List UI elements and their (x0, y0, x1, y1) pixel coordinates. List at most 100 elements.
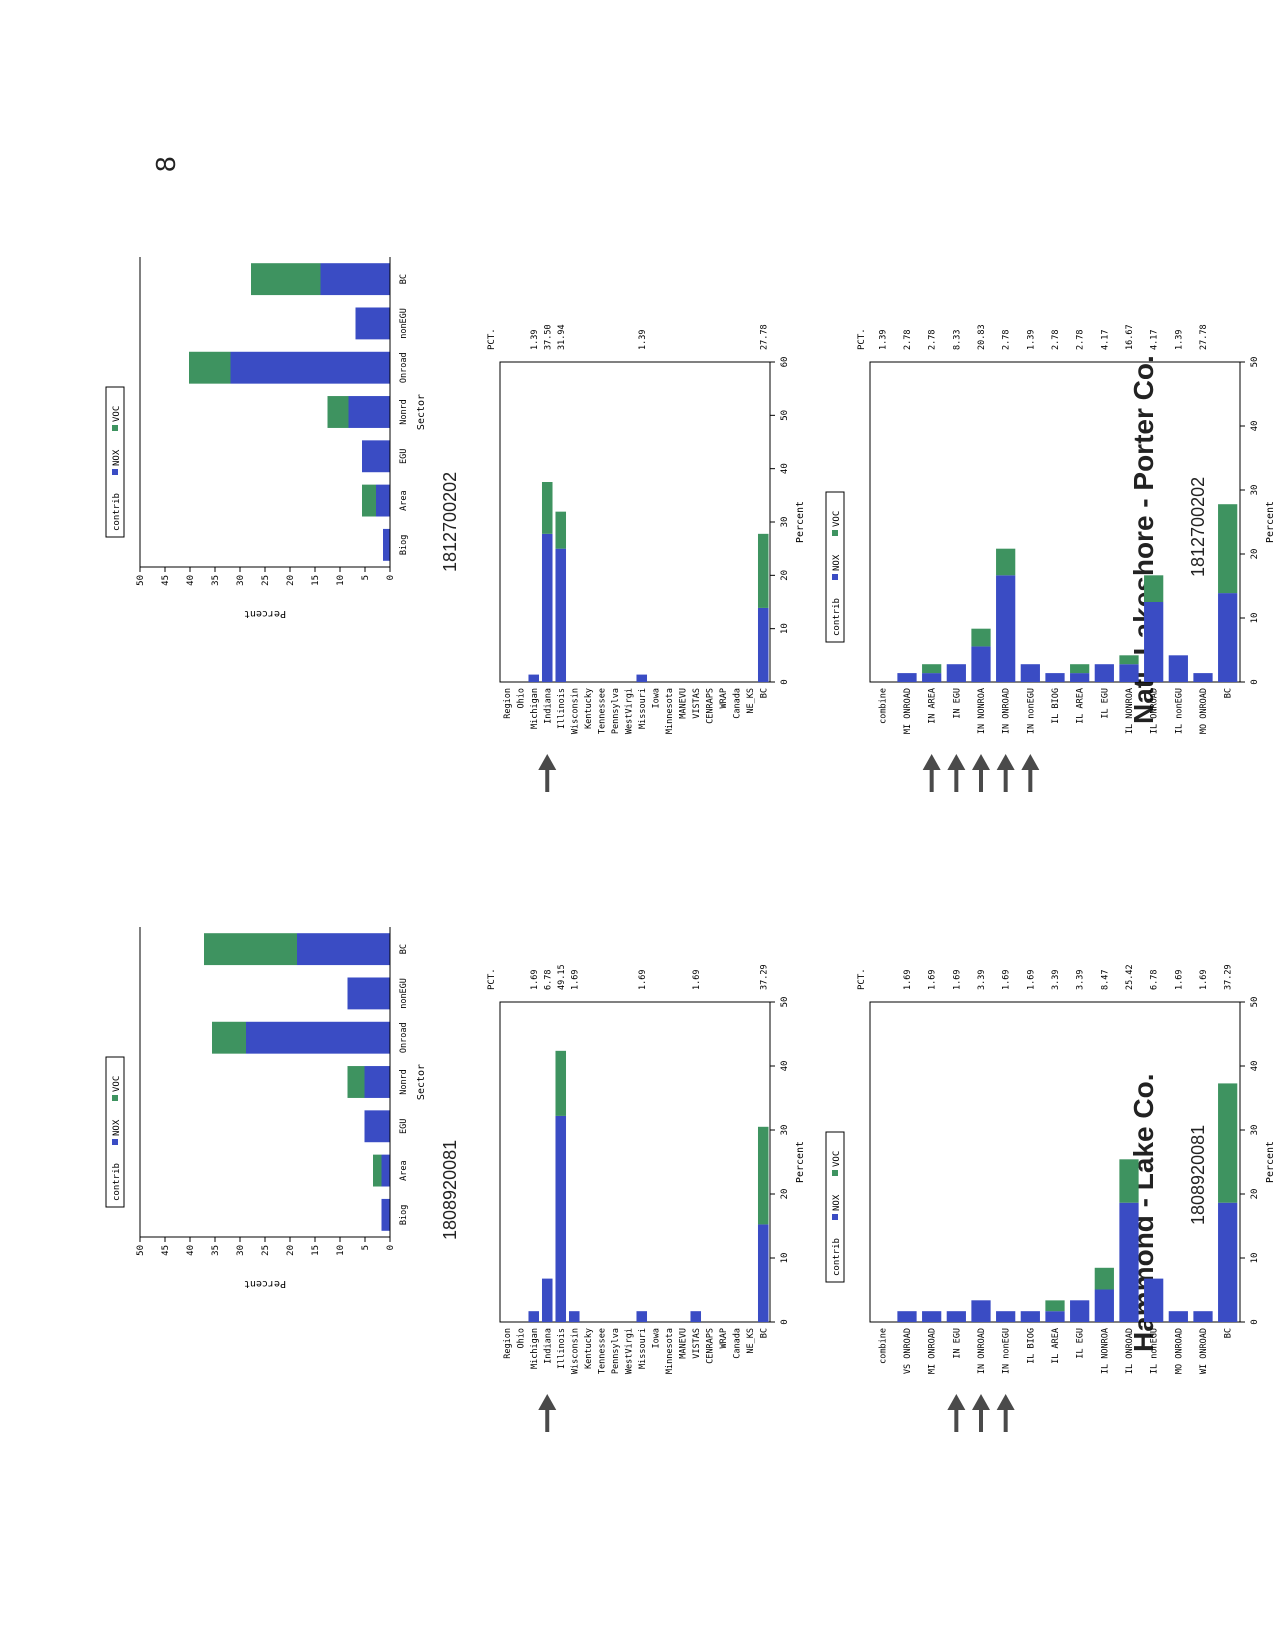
arrow-icon (972, 754, 990, 770)
bar-voc (1070, 664, 1090, 674)
category-label: WI ONROAD (1199, 1328, 1209, 1374)
bar-nox (347, 977, 390, 1010)
y-tick-label: 40 (186, 575, 196, 586)
bar-nox (541, 1278, 553, 1322)
legend-box (825, 1131, 845, 1283)
bar-nox (922, 1311, 942, 1322)
arrow-icon (947, 1394, 966, 1410)
category-label: BC (1224, 688, 1234, 698)
legend-swatch-voc (112, 425, 118, 431)
category-label: Pennsylva (611, 688, 621, 734)
category-label: IN nonEGU (1026, 688, 1036, 734)
category-label: IN NONROA (977, 688, 987, 734)
bar-nox (996, 1311, 1016, 1322)
category-label: MI ONROAD (903, 688, 913, 734)
x-axis-label: Percent (1265, 1141, 1276, 1183)
legend-swatch-voc (112, 1095, 118, 1101)
category-label: CENRAPS (705, 688, 715, 724)
bar-nox (355, 307, 390, 340)
chart-lakeshore-contrib: contrib NOX VOC 0 10 20 30 40 50 Percent PCT. combi… (825, 324, 1276, 792)
category-label: Ohio (516, 688, 526, 708)
y-tick-label: 25 (261, 575, 271, 586)
category-label: CENRAPS (705, 1328, 715, 1364)
category-label: IL nonEGU (1150, 1328, 1160, 1374)
chart-hammond-region: 0 10 20 30 40 50 Percent PCT. Region Ohio Michigan… (487, 964, 806, 1432)
x-tick-label: 40 (780, 1061, 790, 1072)
legend-title: contrib (112, 493, 122, 531)
x-tick-label: 0 (780, 1319, 790, 1324)
category-label: WestVirgi (624, 688, 634, 734)
bar-voc (971, 628, 991, 647)
arrow-icon (947, 754, 966, 770)
arrow-icon (1021, 754, 1040, 770)
category-label: NE_KS (746, 1328, 756, 1354)
category-label: Michigan (530, 1328, 540, 1369)
category-label: BC (759, 1328, 769, 1338)
y-tick-label: 40 (186, 1245, 196, 1256)
legend-swatch-nox (112, 1139, 118, 1145)
arrow-icon (922, 754, 941, 770)
y-tick-label: 15 (311, 575, 321, 586)
legend-label-voc: VOC (112, 1076, 122, 1092)
pct-header: PCT. (487, 968, 497, 990)
y-tick-label: 35 (211, 575, 221, 586)
bar-nox (568, 1311, 580, 1322)
category-label: Illinois (557, 1328, 567, 1369)
category-label: Canada (732, 688, 742, 719)
bar-voc (1218, 1083, 1238, 1203)
category-label: Canada (732, 1328, 742, 1359)
legend-box (105, 386, 125, 538)
category-label: Indiana (543, 688, 553, 724)
bar-nox (376, 484, 390, 517)
category-label: NE_KS (746, 688, 756, 714)
category-label: IN ONROAD (1002, 688, 1012, 734)
legend-swatch-nox (112, 469, 118, 475)
category-label: BC (1224, 1328, 1234, 1338)
legend-box (105, 1056, 125, 1208)
category-label: Biog (399, 535, 409, 555)
bar-nox (1193, 1311, 1213, 1322)
bar-nox (690, 1311, 702, 1322)
bar-voc (189, 351, 231, 384)
legend-swatch-voc (832, 530, 838, 536)
pct-label: 49.15 (557, 964, 567, 990)
x-tick-label: 40 (1250, 1061, 1260, 1072)
category-label: Region (503, 1328, 513, 1359)
x-tick-label: 50 (780, 997, 790, 1008)
plot-frame (499, 1001, 771, 1323)
y-tick-label: 45 (161, 575, 171, 586)
x-tick-label: 10 (780, 623, 790, 634)
category-label: IN nonEGU (1002, 1328, 1012, 1374)
bar-voc (362, 484, 376, 517)
category-label: IN EGU (952, 688, 962, 719)
y-axis-label: Percent (244, 1278, 286, 1289)
x-axis-label: Percent (1265, 501, 1276, 543)
bar-nox (541, 533, 553, 682)
bar-voc (555, 511, 567, 549)
pct-label: 1.39 (638, 330, 648, 350)
pct-label: 25.42 (1125, 964, 1135, 990)
legend-title: contrib (832, 1238, 842, 1276)
category-label: VISTAS (692, 1328, 702, 1359)
pct-label: 3.39 (1076, 970, 1086, 990)
pct-label: 4.17 (1150, 330, 1160, 350)
x-tick-label: 30 (1250, 1125, 1260, 1136)
category-label: Missouri (638, 1328, 648, 1369)
pct-label: 37.29 (1224, 964, 1234, 990)
legend-swatch-nox (832, 1214, 838, 1220)
bar-nox (364, 1110, 390, 1143)
bar-voc (1094, 1267, 1114, 1290)
bar-nox (1218, 1202, 1238, 1322)
bar-nox (297, 933, 390, 966)
y-tick-label: 15 (311, 1245, 321, 1256)
x-tick-label: 20 (1250, 1189, 1260, 1200)
bar-nox (1168, 655, 1188, 682)
bar-nox (1070, 673, 1090, 682)
legend-title: contrib (112, 1163, 122, 1201)
category-label: VISTAS (692, 688, 702, 719)
pct-label: 1.69 (1174, 970, 1184, 990)
pct-label: 3.39 (1051, 970, 1061, 990)
pct-label: 1.69 (952, 970, 962, 990)
arrow-icon (538, 1394, 557, 1410)
category-label: MO ONROAD (1199, 688, 1209, 734)
